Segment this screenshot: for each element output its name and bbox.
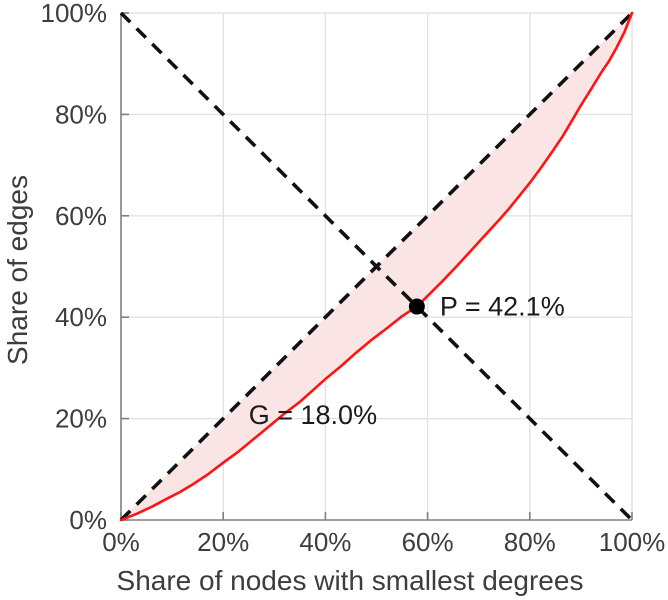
x-tick-label: 60%: [402, 527, 454, 557]
axis-ticks: [120, 12, 633, 521]
x-tick-label: 20%: [197, 527, 249, 557]
y-tick-label: 0%: [69, 505, 107, 535]
y-tick-label: 100%: [41, 0, 108, 28]
x-tick-label: 40%: [299, 527, 351, 557]
x-tick-label: 0%: [102, 527, 140, 557]
gini-label: G = 18.0%: [249, 400, 377, 430]
point-label: P = 42.1%: [440, 292, 565, 322]
x-axis-title: Share of nodes with smallest degrees: [117, 565, 584, 596]
gridlines: [121, 12, 633, 520]
y-axis-title: Share of edges: [2, 175, 33, 365]
y-tick-label: 80%: [55, 99, 107, 129]
anti-diagonal-line: [119, 11, 634, 522]
y-tick-labels: 0% 20% 40% 60% 80% 100%: [41, 0, 108, 535]
x-tick-labels: 0% 20% 40% 60% 80% 100%: [102, 527, 665, 557]
y-tick-label: 40%: [55, 302, 107, 332]
intersection-point-marker: [408, 298, 425, 315]
y-tick-label: 60%: [55, 201, 107, 231]
x-tick-label: 100%: [599, 527, 666, 557]
y-tick-label: 20%: [55, 404, 107, 434]
x-tick-label: 80%: [504, 527, 556, 557]
